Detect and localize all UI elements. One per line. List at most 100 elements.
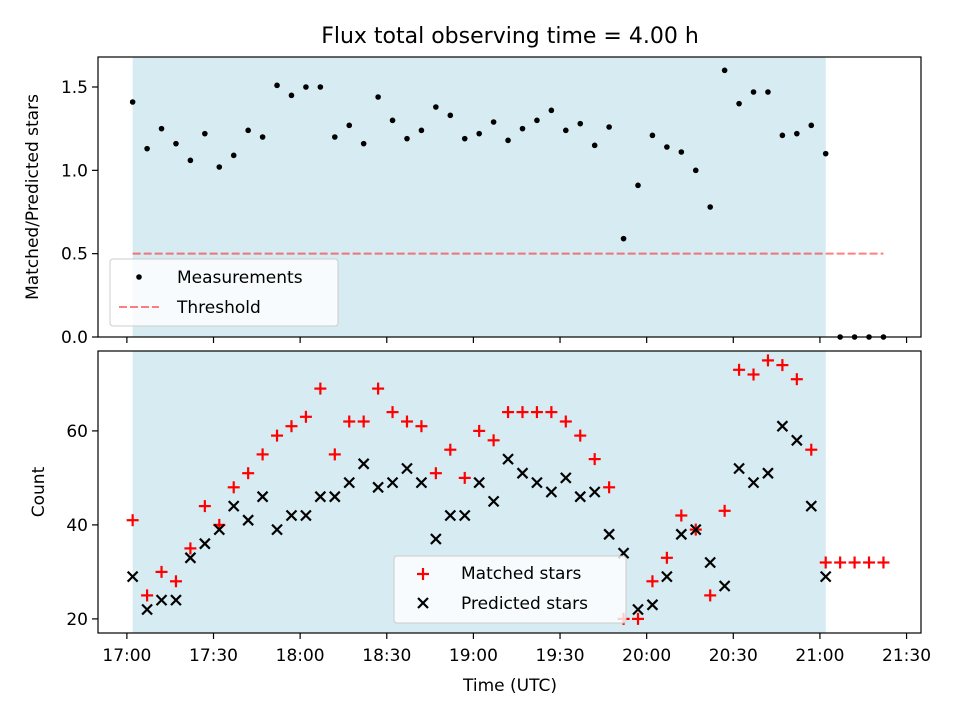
- predicted-star-point: [819, 570, 832, 583]
- measurement-point: [664, 144, 670, 150]
- matched-star-point: [848, 556, 861, 569]
- predicted-star-point: [357, 458, 370, 470]
- x-tick-label: 20:30: [709, 646, 758, 666]
- measurement-point: [433, 104, 439, 110]
- matched-star-point: [863, 556, 876, 569]
- matched-star-point: [473, 424, 486, 437]
- top-data-layer: [129, 67, 887, 340]
- measurement-point: [476, 130, 482, 137]
- top-y-tick-label: 1.0: [61, 161, 88, 181]
- predicted-star-point: [545, 486, 558, 498]
- measurement-point: [259, 134, 266, 140]
- measurement-point: [678, 149, 685, 155]
- predicted-star-point: [704, 556, 716, 569]
- bottom-y-tick-label: 20: [66, 610, 88, 630]
- legend-matched-label: Matched stars: [461, 564, 581, 584]
- measurement-point: [794, 130, 800, 137]
- bottom-y-axis-label: Count: [29, 466, 49, 517]
- measurement-point: [577, 120, 584, 127]
- matched-star-point: [184, 542, 197, 555]
- matched-star-point: [343, 415, 356, 428]
- predicted-star-point: [675, 528, 688, 541]
- predicted-star-point: [762, 467, 774, 479]
- predicted-star-point: [487, 495, 500, 508]
- predicted-star-point: [227, 500, 240, 512]
- bottom-y-tick-label: 60: [66, 422, 88, 442]
- measurement-point: [750, 89, 757, 95]
- predicted-star-point: [141, 603, 153, 616]
- matched-star-point: [314, 382, 327, 395]
- measurement-point: [346, 122, 353, 129]
- measurement-point: [620, 235, 627, 242]
- measurement-point: [591, 142, 598, 149]
- bottom-legend-box: [393, 555, 627, 624]
- measurement-point: [649, 132, 656, 139]
- matched-star-point: [271, 429, 284, 442]
- top-y-ticks: 0.0 0.5 1.0 1.5: [61, 78, 98, 348]
- predicted-star-point: [516, 467, 529, 479]
- matched-star-point: [256, 448, 269, 461]
- measurement-point: [158, 125, 165, 132]
- measurement-point: [563, 127, 569, 134]
- bottom-data-layer: [126, 354, 890, 625]
- measurement-point: [534, 117, 540, 124]
- chart-title: Flux total observing time = 4.00 h: [321, 24, 699, 49]
- predicted-star-point: [184, 552, 197, 564]
- x-tick-label: 18:00: [276, 646, 325, 666]
- x-tick-label: 19:00: [449, 646, 498, 666]
- measurement-point: [707, 204, 713, 210]
- predicted-star-point: [444, 509, 457, 522]
- matched-star-point: [675, 509, 688, 522]
- matched-star-point: [747, 368, 760, 381]
- predicted-star-point: [776, 420, 789, 432]
- x-tick-label: 20:00: [622, 646, 671, 666]
- measurement-point: [202, 130, 208, 137]
- measurement-point: [144, 145, 150, 152]
- predicted-star-point: [430, 533, 442, 545]
- matched-star-point: [559, 415, 572, 428]
- matched-star-point: [805, 443, 818, 456]
- x-tick-label: 21:30: [882, 646, 931, 666]
- measurement-point: [230, 152, 237, 159]
- measurement-point: [736, 100, 742, 107]
- predicted-star-point: [300, 509, 312, 522]
- measurement-point: [461, 135, 468, 142]
- predicted-star-point: [213, 523, 226, 536]
- predicted-star-point: [603, 528, 615, 541]
- legend-predicted-marker: [417, 597, 429, 609]
- legend-matched-marker: [417, 568, 429, 580]
- matched-star-point: [155, 565, 168, 578]
- matched-star-point: [242, 467, 255, 480]
- matched-star-point: [299, 410, 312, 423]
- measurement-point: [822, 150, 829, 157]
- measurement-point: [216, 164, 223, 170]
- x-tick-label: 18:30: [362, 646, 411, 666]
- matched-star-point: [704, 589, 717, 602]
- measurement-point: [692, 167, 699, 174]
- measurement-point: [505, 137, 511, 144]
- predicted-star-point: [560, 472, 572, 484]
- predicted-star-point: [314, 490, 327, 503]
- matched-star-point: [516, 406, 529, 419]
- predicted-star-point: [473, 476, 485, 489]
- matched-star-point: [502, 406, 515, 419]
- predicted-star-point: [632, 603, 644, 616]
- top-y-axis-label: Matched/Predicted stars: [23, 94, 43, 300]
- measurement-point: [389, 117, 396, 124]
- measurement-point: [519, 125, 526, 132]
- bottom-x-ticks: 17:00 17:30 18:00 18:30 19:00 19:30 20:00 20:30…: [102, 633, 931, 666]
- measurement-point: [375, 94, 381, 100]
- x-tick-label: 21:00: [795, 646, 844, 666]
- predicted-star-point: [415, 476, 428, 489]
- matched-star-point: [285, 420, 298, 433]
- top-axes-frame: [97, 56, 922, 338]
- predicted-star-point: [329, 490, 341, 503]
- x-tick-label: 19:30: [536, 646, 585, 666]
- matched-star-point: [198, 500, 211, 513]
- measurement-point: [548, 107, 555, 114]
- measurement-point: [317, 84, 324, 90]
- predicted-star-point: [646, 599, 659, 611]
- matched-star-point: [141, 589, 154, 602]
- predicted-star-point: [199, 537, 211, 550]
- matched-star-point: [733, 363, 746, 376]
